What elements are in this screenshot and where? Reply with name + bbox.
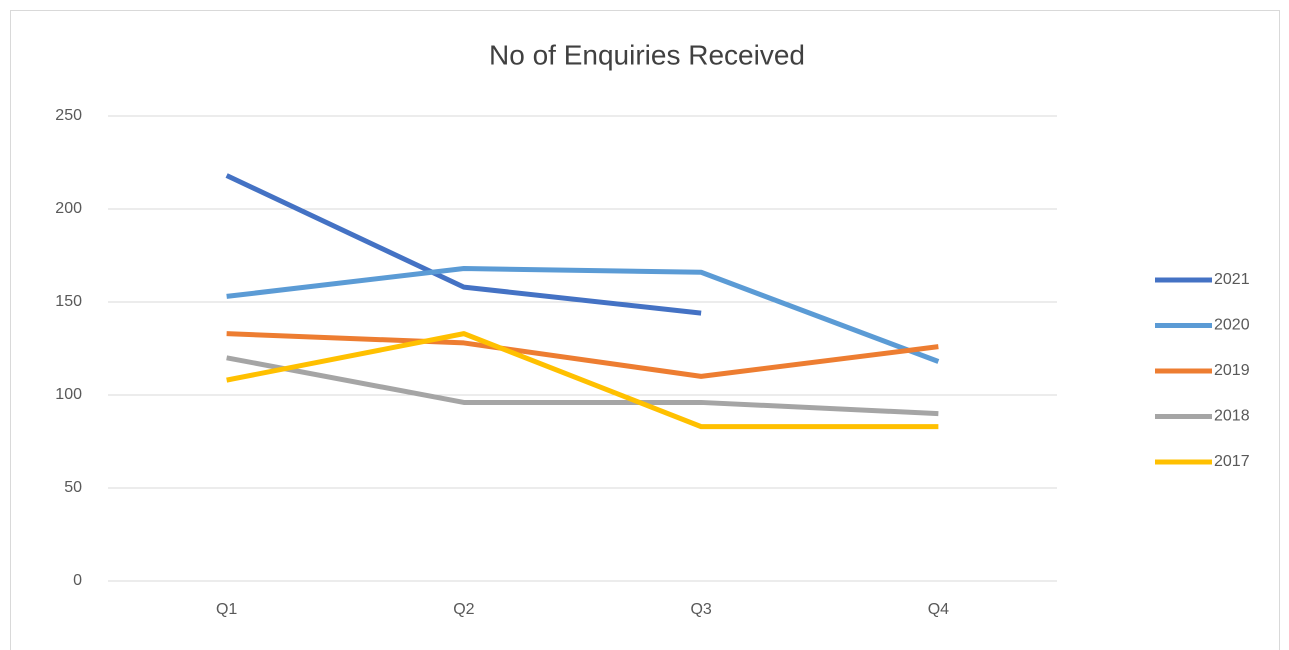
x-tick-label: Q2 — [453, 601, 474, 618]
series-line — [226, 266, 940, 364]
series-line — [226, 355, 939, 417]
y-tick-label: 100 — [55, 386, 82, 403]
series-line — [225, 173, 702, 316]
x-tick-label: Q3 — [690, 601, 711, 618]
y-tick-label: 0 — [73, 572, 82, 589]
legend-label: 2018 — [1214, 408, 1250, 425]
y-tick-label: 150 — [55, 293, 82, 310]
legend-label: 2017 — [1214, 453, 1250, 470]
chart-border — [10, 10, 1280, 650]
series-line — [226, 331, 939, 379]
y-tick-label: 250 — [55, 107, 82, 124]
legend-label: 2021 — [1214, 271, 1250, 288]
legend-label: 2020 — [1214, 317, 1250, 334]
y-tick-label: 200 — [55, 200, 82, 217]
x-tick-label: Q1 — [216, 601, 237, 618]
legend-label: 2019 — [1214, 362, 1250, 379]
x-tick-label: Q4 — [928, 601, 949, 618]
chart-title: No of Enquiries Received — [489, 39, 805, 70]
y-tick-label: 50 — [64, 479, 82, 496]
series-line — [226, 331, 939, 430]
